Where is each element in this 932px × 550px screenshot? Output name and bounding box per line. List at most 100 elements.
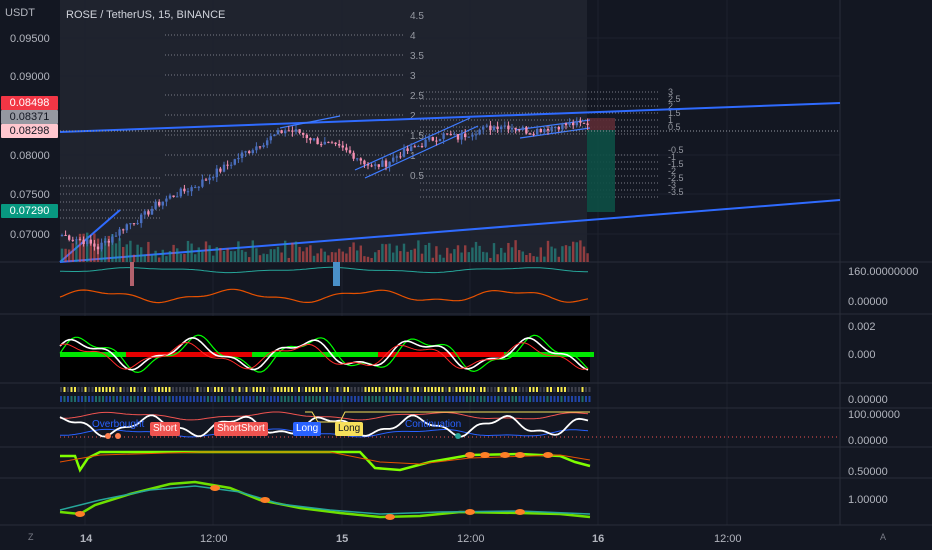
- oscillator-zero-band: [576, 352, 582, 357]
- candle-body: [377, 164, 380, 167]
- volume-bar: [143, 254, 146, 262]
- symbol-title[interactable]: ROSE / TetherUS, 15, BINANCE: [66, 9, 225, 21]
- indicator-pane-2-oscillator[interactable]: [59, 316, 594, 382]
- continuation-label: Continuation: [405, 419, 461, 430]
- oscillator-zero-band: [318, 352, 324, 357]
- long-position-target-box[interactable]: [587, 130, 615, 212]
- candle-body: [273, 134, 276, 137]
- histogram-top-bar: [585, 387, 587, 392]
- candle-body: [118, 229, 121, 236]
- candle-body: [190, 187, 193, 192]
- histogram-top-bar: [578, 387, 580, 392]
- histogram-bottom-bar: [396, 396, 398, 402]
- signal-band-lower: [59, 428, 589, 438]
- candle-body: [564, 123, 568, 126]
- signal-tag-long[interactable]: Long: [293, 422, 322, 436]
- histogram-top-bar: [445, 387, 447, 392]
- histogram-bottom-bar: [546, 396, 549, 402]
- histogram-top-bar: [438, 387, 440, 392]
- zoom-button[interactable]: Z: [28, 532, 34, 542]
- candle-body: [323, 141, 326, 145]
- signal-tag-short[interactable]: Short: [150, 422, 180, 436]
- oscillator-zero-band: [300, 352, 306, 357]
- volume-bar: [568, 246, 571, 262]
- indicator-dot: [385, 514, 395, 520]
- oscillator-zero-band: [588, 352, 594, 357]
- indicator-pane-3-histogram[interactable]: [60, 387, 591, 402]
- time-tick: 12:00: [714, 533, 742, 545]
- indicator-pane-4-signals[interactable]: [59, 411, 840, 439]
- candle-body: [388, 161, 391, 167]
- indicator-axis-label: 0.00000: [848, 296, 888, 308]
- indicator-pane-1[interactable]: [59, 262, 589, 304]
- histogram-top-bar: [508, 387, 510, 392]
- price-tag-mid: 0.08371: [1, 110, 58, 124]
- oscillator-zero-band: [294, 352, 300, 357]
- oscillator-zero-band: [516, 352, 522, 357]
- histogram-top-bar: [539, 387, 542, 392]
- histogram-top-bar: [238, 387, 241, 392]
- oscillator-zero-band: [474, 352, 480, 357]
- histogram-top-bar: [263, 387, 265, 392]
- histogram-top-bar: [270, 387, 272, 392]
- histogram-top-bar: [123, 387, 125, 392]
- oscillator-zero-band: [270, 352, 276, 357]
- oscillator-zero-band: [366, 352, 372, 357]
- oscillator-zero-band: [348, 352, 354, 357]
- histogram-top-bar: [158, 387, 160, 392]
- volume-bar: [132, 254, 136, 262]
- histogram-bottom-bar: [347, 396, 349, 402]
- candles[interactable]: [60, 117, 589, 255]
- histogram-top-bar: [382, 387, 384, 392]
- histogram-top-bar: [154, 387, 157, 392]
- long-position-stop-box[interactable]: [587, 118, 615, 130]
- histogram-bottom-bar: [130, 396, 132, 402]
- volume-bar: [284, 240, 287, 262]
- histogram-top-bar: [224, 387, 227, 392]
- volume-bar: [161, 249, 164, 262]
- signal-tag-shortshort[interactable]: ShortShort: [214, 422, 268, 436]
- volume-bar: [546, 240, 550, 262]
- histogram-top-bar: [301, 387, 304, 392]
- time-tick: 12:00: [200, 533, 228, 545]
- histogram-bottom-bar: [140, 396, 143, 402]
- candle-body: [251, 150, 254, 154]
- candle-body: [392, 157, 395, 162]
- indicator-axis-label: 0.50000: [848, 466, 888, 478]
- indicator-axis-label: 100.00000: [848, 409, 900, 421]
- histogram-bottom-bar: [361, 396, 363, 402]
- volume-bar: [122, 246, 125, 262]
- candle-body: [111, 236, 114, 243]
- fib-level-label: 3: [410, 71, 416, 82]
- histogram-bottom-bar: [494, 396, 496, 402]
- histogram-bottom-bar: [564, 396, 566, 402]
- price-tick: 0.09000: [10, 71, 50, 83]
- upper-trendline[interactable]: [59, 102, 841, 133]
- oscillator-zero-band: [420, 352, 426, 357]
- indicator-pane-6[interactable]: [59, 480, 591, 520]
- candle-body: [507, 125, 510, 130]
- auto-scale-button[interactable]: A: [880, 532, 887, 542]
- fib-level-label: -3.5: [668, 187, 684, 197]
- fib-level-label: 2: [410, 111, 416, 122]
- oscillator-zero-band: [306, 352, 312, 357]
- volume-bar: [489, 257, 492, 262]
- volume-bar: [582, 246, 586, 262]
- time-tick: 12:00: [457, 533, 485, 545]
- volume-bar: [111, 234, 114, 262]
- candle-body: [316, 138, 319, 145]
- histogram-bottom-bar: [385, 396, 388, 402]
- histogram-top-bar: [151, 387, 153, 392]
- candle-body: [230, 164, 233, 166]
- candle-body: [428, 137, 431, 140]
- lower-trendline[interactable]: [59, 199, 841, 263]
- volume-bar: [424, 244, 427, 262]
- oscillator-zero-band: [480, 352, 486, 357]
- histogram-bottom-bar: [214, 396, 216, 402]
- volume-bar: [356, 250, 359, 262]
- indicator-pane-5[interactable]: [59, 450, 591, 473]
- candle-body: [320, 144, 323, 146]
- signal-tag-long-2[interactable]: Long: [335, 422, 364, 436]
- volume-bar: [514, 240, 517, 262]
